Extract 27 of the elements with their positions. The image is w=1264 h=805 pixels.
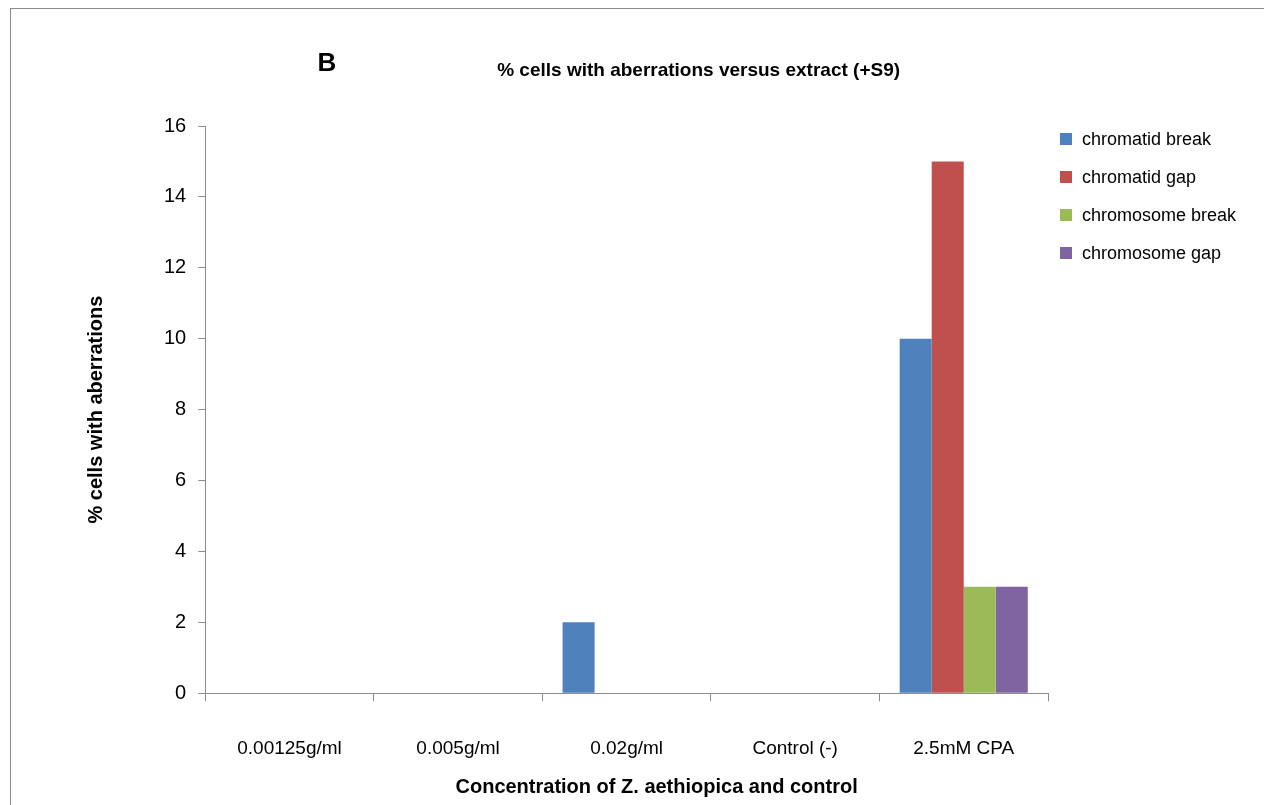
legend-label: chromosome gap — [1082, 242, 1222, 263]
x-tick-label: Control (-) — [752, 736, 838, 758]
y-tick-label: 0 — [175, 680, 187, 703]
chart-title: % cells with aberrations versus extract (+S9) — [497, 59, 901, 81]
bar — [963, 586, 996, 693]
y-tick-label: 8 — [175, 397, 187, 420]
y-tick-label: 14 — [164, 184, 187, 207]
legend-label: chromatid break — [1082, 128, 1213, 149]
x-tick-label: 0.02g/ml — [590, 736, 664, 758]
bar — [931, 161, 964, 693]
bar — [899, 338, 932, 693]
y-tick-label: 10 — [164, 326, 187, 349]
x-tick-label: 0.005g/ml — [416, 736, 500, 758]
legend-label: chromatid gap — [1082, 166, 1197, 187]
y-tick-label: 6 — [175, 468, 187, 491]
x-tick-label: 0.00125g/ml — [237, 736, 342, 758]
y-axis-title: % cells with aberrations — [83, 295, 106, 524]
y-tick-label: 4 — [175, 538, 187, 561]
bar — [562, 622, 595, 693]
x-tick-label: 2.5mM CPA — [913, 736, 1015, 758]
y-tick-label: 16 — [164, 113, 187, 136]
legend-label: chromosome break — [1082, 204, 1238, 225]
y-tick-label: 12 — [164, 255, 187, 278]
x-axis-title: Concentration of Z. aethiopica and control — [455, 774, 858, 797]
text: B — [317, 47, 337, 78]
y-tick-label: 2 — [175, 609, 187, 632]
bar — [995, 586, 1028, 693]
